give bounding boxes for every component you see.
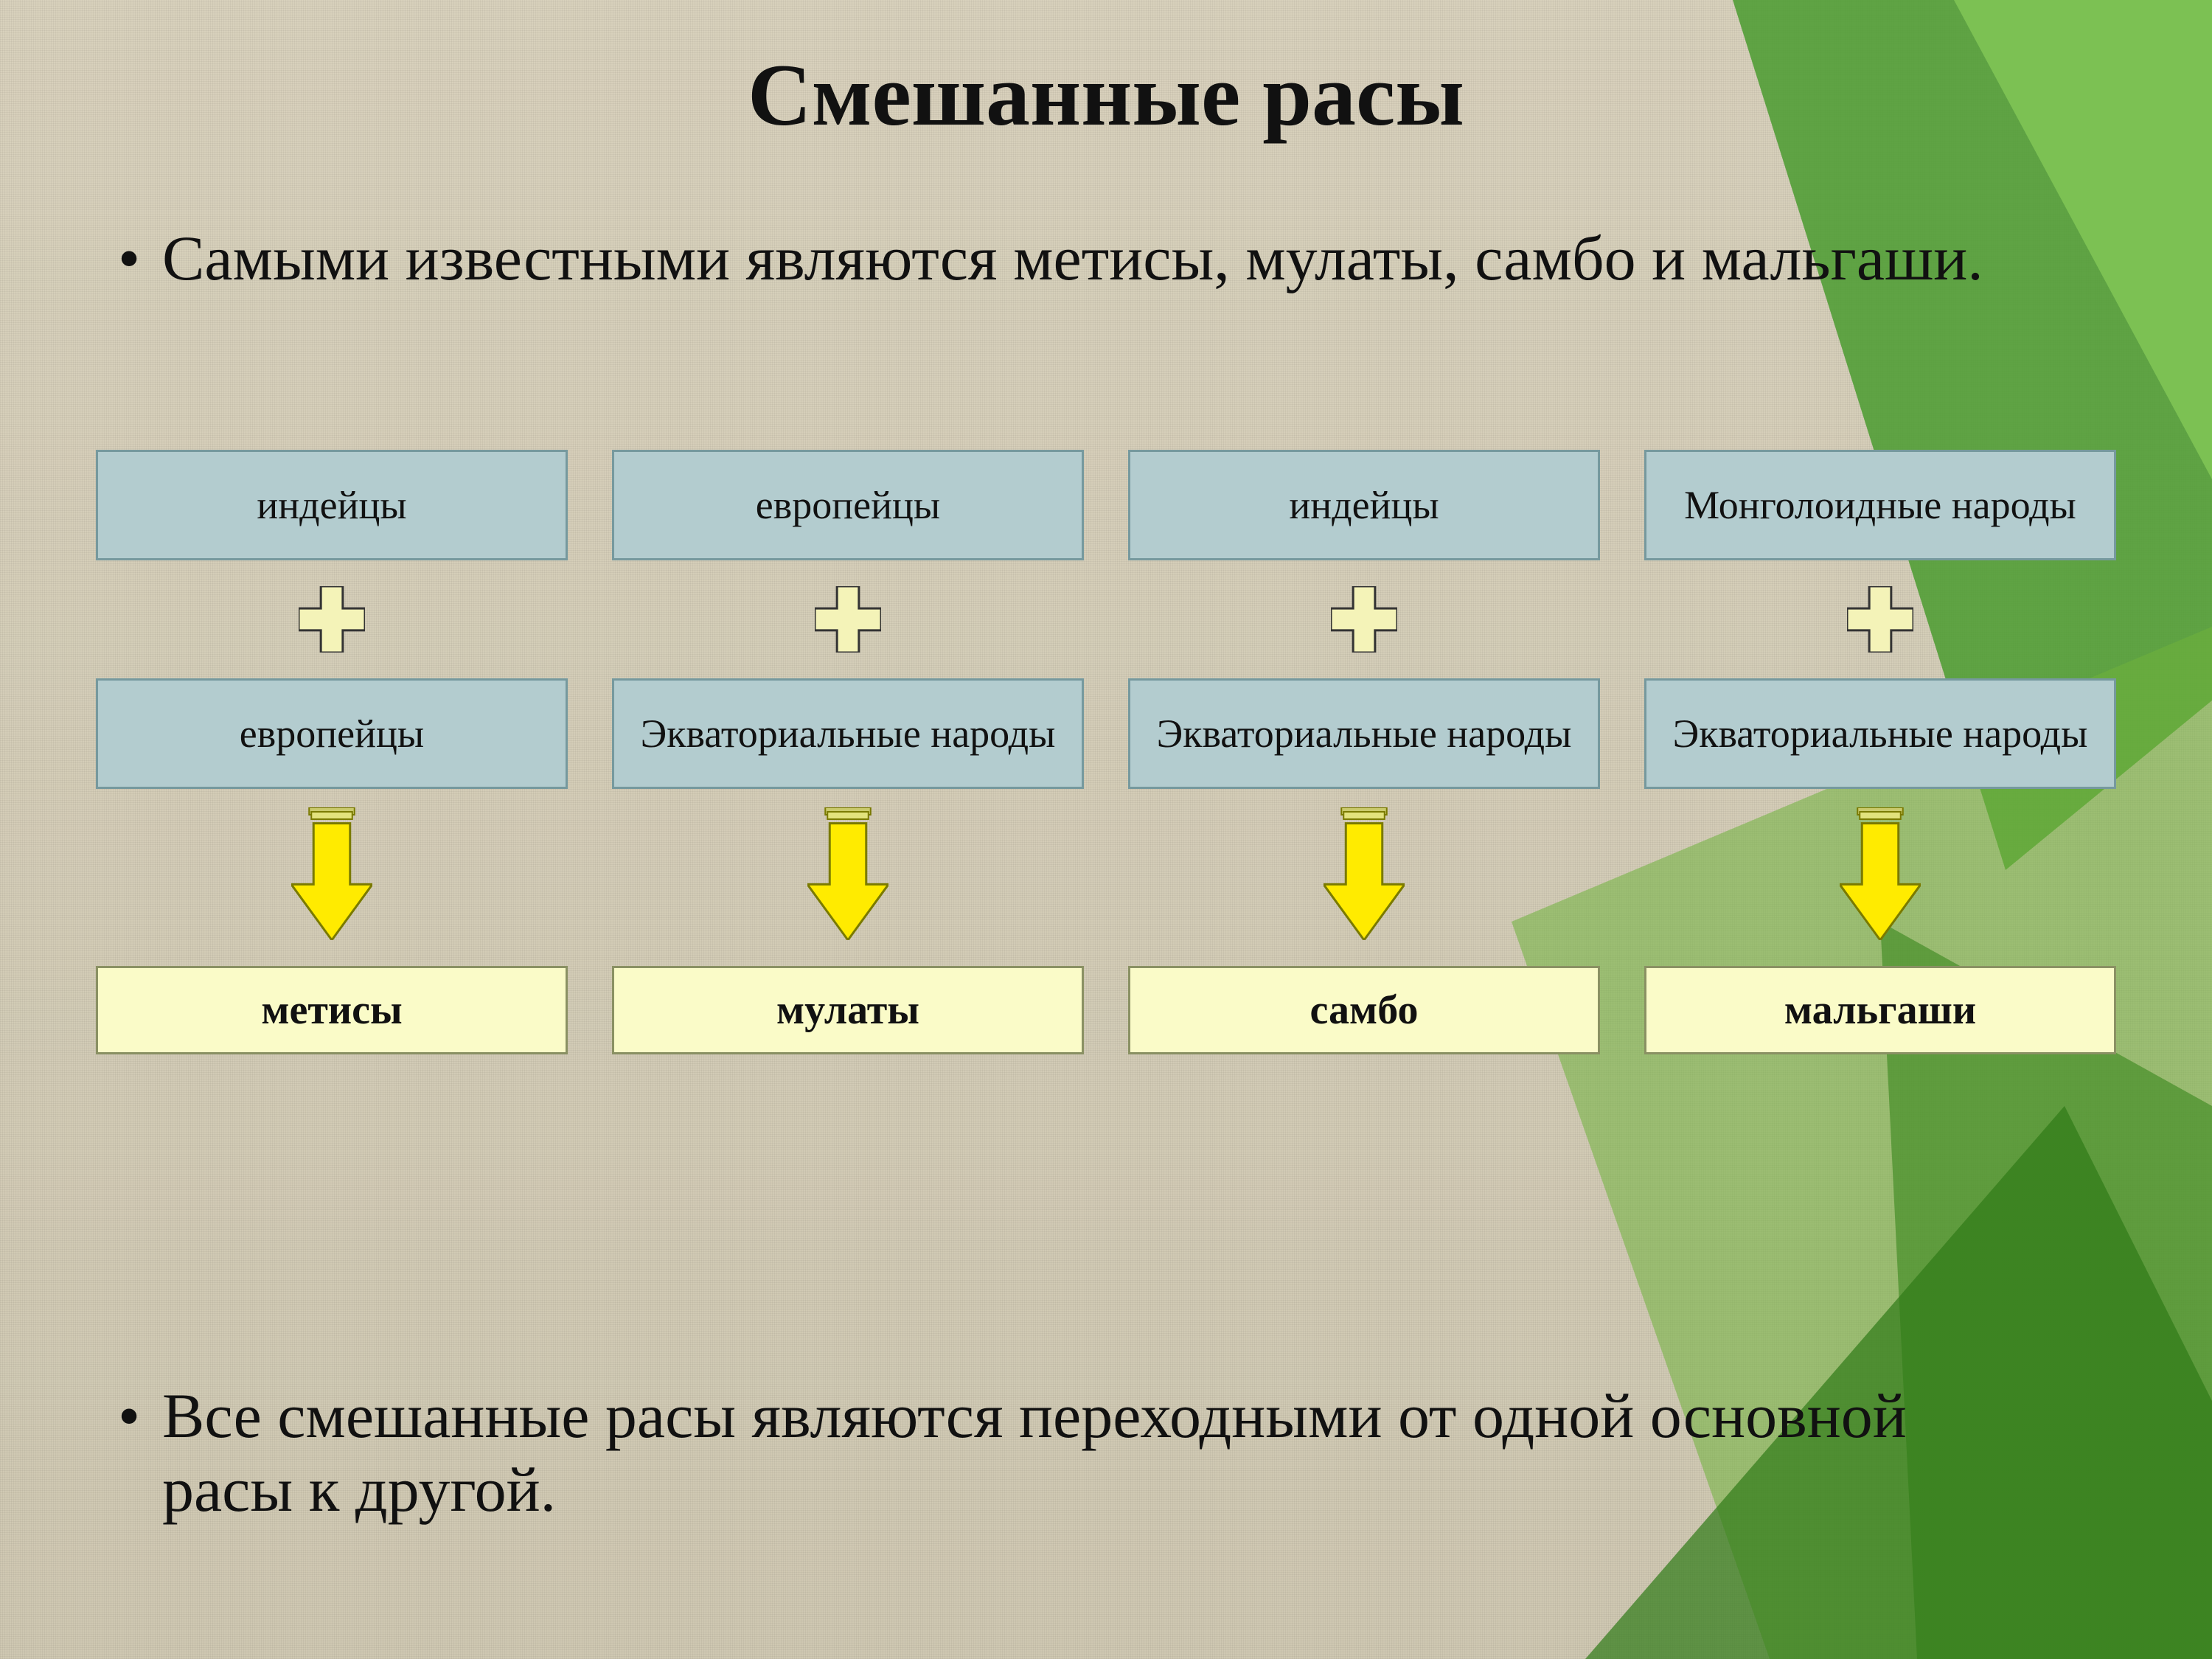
- bullet-top: Самыми известными являются метисы, мулат…: [162, 221, 1991, 295]
- result-box: мулаты: [612, 966, 1084, 1054]
- source-label: индейцы: [1289, 482, 1439, 528]
- diagram: индейцы европейцы метисы европейцы Экват…: [96, 450, 2116, 1276]
- source-label: Экваториальные народы: [641, 711, 1056, 757]
- result-label: самбо: [1310, 987, 1419, 1034]
- source-label: европейцы: [756, 482, 940, 528]
- arrow-down-icon: [1324, 807, 1405, 940]
- plus-icon: [1331, 586, 1397, 653]
- diagram-column: европейцы Экваториальные народы мулаты: [612, 450, 1084, 1276]
- plus-icon: [815, 586, 881, 653]
- source-label: Экваториальные народы: [1673, 711, 2088, 757]
- source-label: европейцы: [240, 711, 424, 757]
- arrow-down-icon: [291, 807, 372, 940]
- plus-icon: [1847, 586, 1913, 653]
- result-box: мальгаши: [1644, 966, 2116, 1054]
- diagram-column: индейцы Экваториальные народы самбо: [1128, 450, 1600, 1276]
- source-box-top: индейцы: [96, 450, 568, 560]
- result-box: самбо: [1128, 966, 1600, 1054]
- slide-title: Смешанные расы: [0, 44, 2212, 146]
- diagram-column: Монголоидные народы Экваториальные народ…: [1644, 450, 2116, 1276]
- result-label: мулаты: [776, 987, 919, 1034]
- result-box: метисы: [96, 966, 568, 1054]
- source-box-top: Монголоидные народы: [1644, 450, 2116, 560]
- source-box-bottom: европейцы: [96, 678, 568, 789]
- source-box-bottom: Экваториальные народы: [612, 678, 1084, 789]
- arrow-down-icon: [807, 807, 888, 940]
- slide: Смешанные расы Самыми известными являютс…: [0, 0, 2212, 1659]
- diagram-column: индейцы европейцы метисы: [96, 450, 568, 1276]
- source-box-bottom: Экваториальные народы: [1128, 678, 1600, 789]
- source-label: Монголоидные народы: [1684, 482, 2076, 528]
- result-label: мальгаши: [1784, 987, 1976, 1034]
- arrow-down-icon: [1840, 807, 1921, 940]
- source-label: Экваториальные народы: [1157, 711, 1572, 757]
- source-label: индейцы: [257, 482, 406, 528]
- result-label: метисы: [261, 987, 402, 1034]
- source-box-bottom: Экваториальные народы: [1644, 678, 2116, 789]
- source-box-top: индейцы: [1128, 450, 1600, 560]
- bullet-bottom: Все смешанные расы являются переходными …: [162, 1379, 1991, 1526]
- source-box-top: европейцы: [612, 450, 1084, 560]
- plus-icon: [299, 586, 365, 653]
